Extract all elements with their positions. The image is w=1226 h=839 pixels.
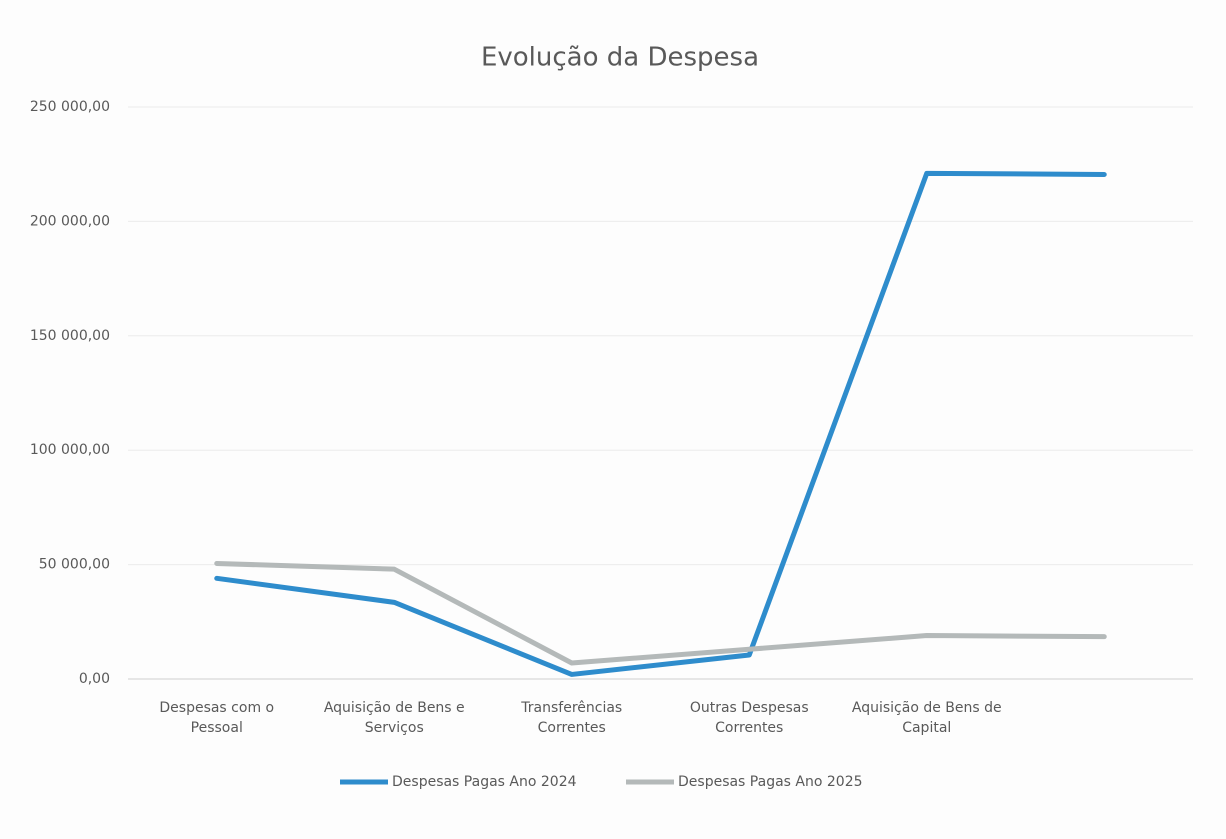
y-tick-label: 250 000,00 bbox=[30, 99, 110, 115]
data-line bbox=[214, 170, 1107, 677]
chart-title: Evolução da Despesa bbox=[481, 43, 759, 73]
y-tick-label: 150 000,00 bbox=[30, 328, 110, 344]
y-tick-label: 0,00 bbox=[79, 671, 110, 687]
y-tick-label: 200 000,00 bbox=[30, 213, 110, 229]
x-tick-label: Aquisição de Bens de Capital bbox=[851, 700, 1002, 736]
legend-label: Despesas Pagas Ano 2025 bbox=[678, 774, 863, 790]
y-tick-label: 100 000,00 bbox=[30, 442, 110, 458]
x-tick-label: Transferências Correntes bbox=[521, 700, 623, 736]
data-line bbox=[214, 560, 1107, 666]
x-tick-label: Aquisição de Bens e Serviços bbox=[323, 700, 465, 736]
y-tick-label: 50 000,00 bbox=[39, 557, 110, 573]
x-tick-label: Outras Despesas Correntes bbox=[689, 700, 809, 736]
x-tick-label: Despesas com o Pessoal bbox=[159, 700, 275, 736]
legend-label: Despesas Pagas Ano 2024 bbox=[392, 774, 577, 790]
